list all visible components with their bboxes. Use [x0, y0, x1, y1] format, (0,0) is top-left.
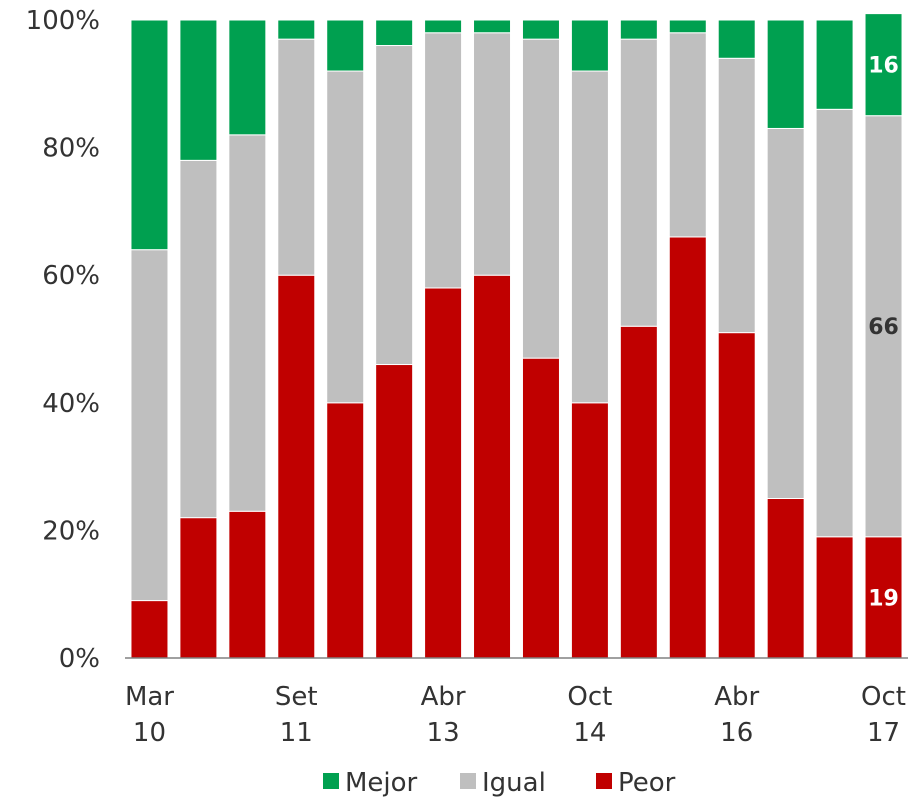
bar-peor-4: [326, 402, 365, 659]
bar-mejor-4: [326, 19, 365, 72]
bar-peor-11: [668, 236, 707, 659]
legend-swatch-igual: [460, 773, 476, 789]
y-tick-label: 60%: [42, 261, 100, 291]
bar-mejor-7: [473, 19, 512, 34]
x-tick-label: Oct: [567, 682, 612, 712]
bar-peor-9: [570, 402, 609, 659]
bar-peor-14: [815, 536, 854, 659]
x-tick-label: 17: [867, 718, 900, 748]
bar-mejor-14: [815, 19, 854, 110]
x-tick-label: Abr: [714, 682, 759, 712]
bar-mejor-8: [521, 19, 560, 40]
bar-mejor-6: [424, 19, 463, 34]
data-labels-group: 16 66 19: [868, 54, 899, 612]
bar-igual-3: [277, 38, 316, 276]
legend-swatch-mejor: [323, 773, 339, 789]
x-tick-label: 10: [133, 718, 166, 748]
bar-igual-6: [424, 32, 463, 289]
bar-peor-10: [619, 325, 658, 659]
y-axis-ticks: 0% 20% 40% 60% 80% 100%: [26, 6, 100, 674]
legend-label-peor: Peor: [618, 768, 676, 798]
x-tick-label: Mar: [125, 682, 174, 712]
bar-peor-2: [228, 510, 267, 659]
legend: Mejor Igual Peor: [323, 768, 676, 798]
bar-peor-5: [375, 364, 414, 659]
bar-igual-14: [815, 108, 854, 538]
x-tick-label: Set: [275, 682, 318, 712]
bar-peor-1: [179, 517, 218, 659]
x-tick-label: 13: [427, 718, 460, 748]
y-tick-label: 20%: [42, 516, 100, 546]
x-tick-label: 14: [573, 718, 606, 748]
bar-igual-12: [717, 57, 756, 334]
bar-peor-6: [424, 287, 463, 659]
bar-peor-8: [521, 357, 560, 659]
bar-mejor-5: [375, 19, 414, 47]
bar-peor-12: [717, 332, 756, 659]
legend-label-mejor: Mejor: [345, 768, 418, 798]
legend-label-igual: Igual: [482, 768, 546, 798]
bar-igual-0: [130, 249, 169, 602]
y-tick-label: 80%: [42, 134, 100, 164]
bar-igual-13: [766, 127, 805, 500]
y-tick-label: 0%: [59, 644, 100, 674]
data-label-peor: 19: [868, 586, 899, 611]
bar-igual-10: [619, 38, 658, 327]
bar-mejor-0: [130, 19, 169, 251]
bar-peor-15: [864, 536, 903, 659]
bar-mejor-12: [717, 19, 756, 59]
bar-igual-1: [179, 159, 218, 519]
bar-mejor-1: [179, 19, 218, 161]
bar-peor-0: [130, 600, 169, 659]
bar-mejor-2: [228, 19, 267, 136]
bar-mejor-15: [864, 13, 903, 117]
legend-swatch-peor: [596, 773, 612, 789]
bar-peor-3: [277, 274, 316, 659]
bar-mejor-13: [766, 19, 805, 129]
y-tick-label: 100%: [26, 6, 100, 36]
bars-group: [130, 13, 903, 659]
bar-mejor-11: [668, 19, 707, 34]
bar-igual-9: [570, 70, 609, 404]
bar-mejor-10: [619, 19, 658, 40]
bar-igual-7: [473, 32, 512, 276]
x-axis-ticks: Mar 10 Set 11 Abr 13 Oct 14 Abr 16 Oct 17: [125, 682, 906, 748]
y-tick-label: 40%: [42, 389, 100, 419]
bar-igual-5: [375, 45, 414, 366]
bar-peor-13: [766, 498, 805, 659]
bar-igual-11: [668, 32, 707, 238]
bar-mejor-9: [570, 19, 609, 72]
bar-igual-15: [864, 115, 903, 538]
bar-igual-4: [326, 70, 365, 404]
data-label-igual: 66: [868, 315, 899, 340]
x-tick-label: Abr: [421, 682, 466, 712]
bar-peor-7: [473, 274, 512, 659]
x-tick-label: Oct: [861, 682, 906, 712]
bar-igual-2: [228, 134, 267, 512]
x-tick-label: 16: [720, 718, 753, 748]
bar-igual-8: [521, 38, 560, 359]
x-tick-label: 11: [280, 718, 313, 748]
data-label-mejor: 16: [868, 54, 899, 79]
bar-mejor-3: [277, 19, 316, 40]
